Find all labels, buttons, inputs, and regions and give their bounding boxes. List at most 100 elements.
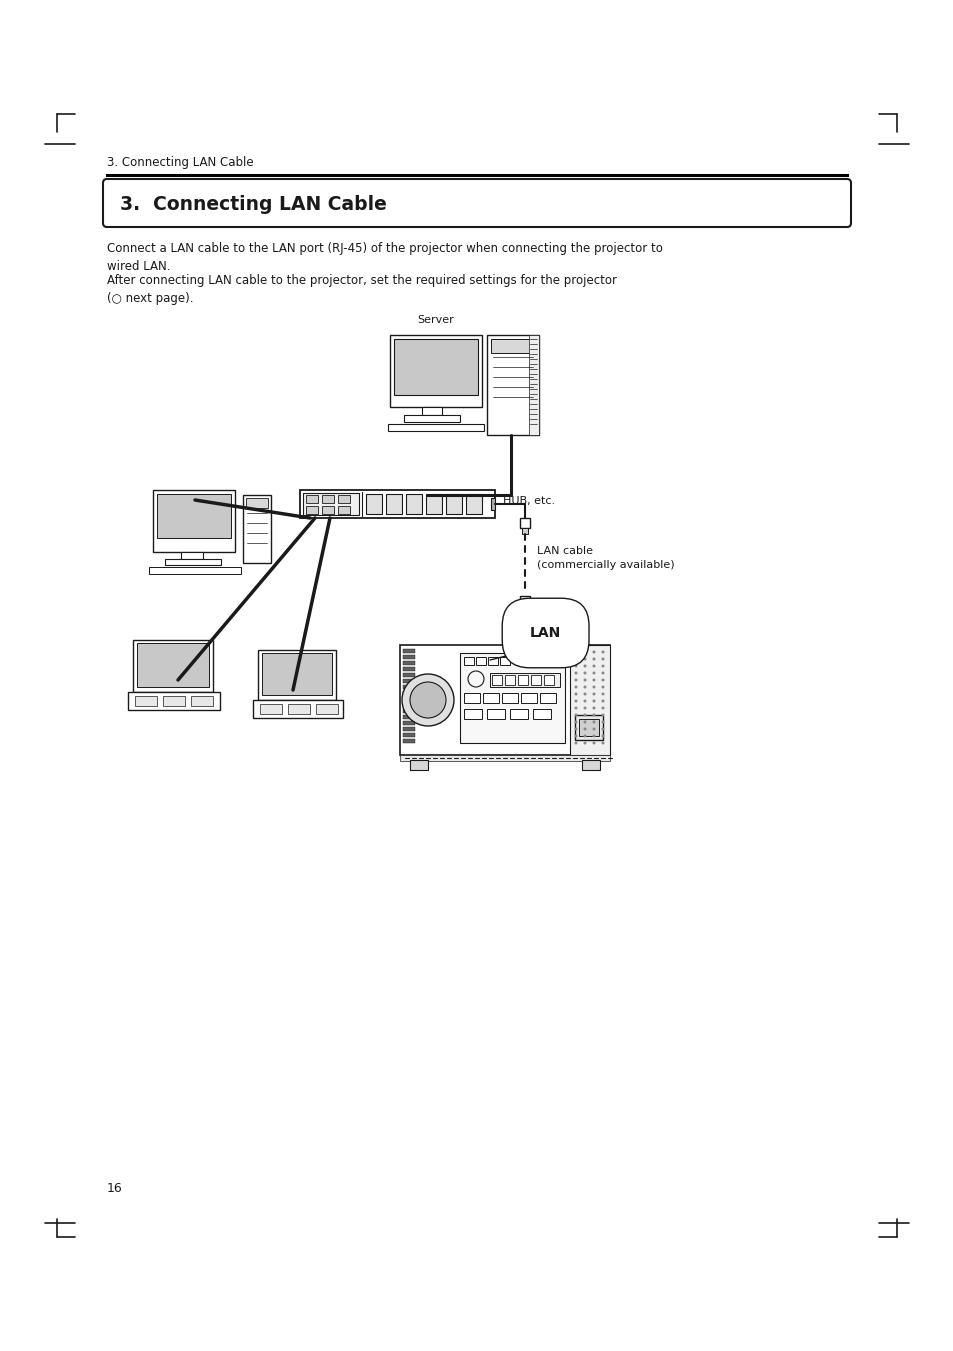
Bar xyxy=(490,673,559,688)
Bar xyxy=(191,696,213,707)
Circle shape xyxy=(601,650,604,654)
Circle shape xyxy=(583,707,586,709)
Bar xyxy=(243,494,271,563)
Circle shape xyxy=(574,685,577,689)
Bar xyxy=(465,494,481,513)
Bar xyxy=(163,696,185,707)
Circle shape xyxy=(592,678,595,681)
Bar xyxy=(519,596,530,607)
Bar xyxy=(262,653,332,694)
Bar xyxy=(410,761,428,770)
Bar xyxy=(386,494,401,513)
Circle shape xyxy=(592,650,595,654)
Bar xyxy=(399,644,609,755)
Bar xyxy=(306,494,317,503)
Circle shape xyxy=(592,693,595,696)
Circle shape xyxy=(592,685,595,689)
Circle shape xyxy=(574,727,577,731)
Bar xyxy=(402,739,415,743)
Bar xyxy=(157,494,231,538)
Circle shape xyxy=(583,727,586,731)
Bar xyxy=(402,685,415,689)
Bar xyxy=(463,693,479,703)
Bar xyxy=(501,693,517,703)
Bar xyxy=(402,648,415,653)
Bar xyxy=(403,415,459,422)
Bar xyxy=(533,709,551,719)
Text: LAN cable
(commercially available): LAN cable (commercially available) xyxy=(537,546,674,570)
Text: LAN: LAN xyxy=(530,626,560,640)
Bar xyxy=(402,727,415,731)
Circle shape xyxy=(601,678,604,681)
Bar xyxy=(402,673,415,677)
Bar xyxy=(517,676,527,685)
Bar xyxy=(402,734,415,738)
Bar xyxy=(315,704,337,713)
Circle shape xyxy=(601,658,604,661)
Bar xyxy=(246,499,268,508)
Bar xyxy=(521,528,527,534)
Bar xyxy=(253,700,343,717)
Circle shape xyxy=(592,720,595,724)
Circle shape xyxy=(583,685,586,689)
Circle shape xyxy=(592,727,595,731)
Circle shape xyxy=(583,735,586,738)
Circle shape xyxy=(583,720,586,724)
Bar xyxy=(257,650,335,700)
Bar xyxy=(299,490,495,517)
Circle shape xyxy=(574,658,577,661)
Bar xyxy=(510,709,527,719)
Circle shape xyxy=(592,665,595,667)
Bar xyxy=(529,335,538,435)
Bar xyxy=(322,494,334,503)
Bar xyxy=(402,715,415,719)
Bar xyxy=(459,653,564,743)
Bar xyxy=(482,693,498,703)
Bar xyxy=(446,494,461,513)
Circle shape xyxy=(601,742,604,744)
Circle shape xyxy=(592,742,595,744)
Circle shape xyxy=(592,713,595,716)
Circle shape xyxy=(601,685,604,689)
Bar xyxy=(578,719,598,736)
Circle shape xyxy=(574,700,577,703)
Circle shape xyxy=(601,707,604,709)
Circle shape xyxy=(574,678,577,681)
Circle shape xyxy=(401,674,454,725)
Bar xyxy=(322,507,334,513)
Circle shape xyxy=(583,671,586,674)
Bar xyxy=(402,697,415,701)
Circle shape xyxy=(574,650,577,654)
Bar xyxy=(491,339,535,353)
Bar xyxy=(165,559,221,565)
Bar xyxy=(486,335,538,435)
Bar xyxy=(402,667,415,671)
Bar xyxy=(543,676,554,685)
Circle shape xyxy=(601,671,604,674)
Circle shape xyxy=(583,665,586,667)
Bar xyxy=(406,494,421,513)
Bar xyxy=(504,676,515,685)
Circle shape xyxy=(592,671,595,674)
Text: HUB, etc.: HUB, etc. xyxy=(502,496,555,507)
Circle shape xyxy=(592,658,595,661)
Bar xyxy=(476,657,485,665)
Bar xyxy=(388,424,483,431)
Bar xyxy=(152,490,234,553)
Bar xyxy=(181,553,203,559)
Bar xyxy=(137,643,209,688)
Text: After connecting LAN cable to the projector, set the required settings for the p: After connecting LAN cable to the projec… xyxy=(107,274,617,305)
Bar xyxy=(531,676,540,685)
Circle shape xyxy=(574,720,577,724)
Circle shape xyxy=(574,693,577,696)
Bar xyxy=(521,607,527,612)
Bar xyxy=(426,494,441,513)
Circle shape xyxy=(574,665,577,667)
Bar xyxy=(581,761,599,770)
Bar xyxy=(488,657,497,665)
Bar xyxy=(132,640,213,692)
Circle shape xyxy=(601,693,604,696)
Circle shape xyxy=(574,713,577,716)
Text: Server: Server xyxy=(417,315,454,326)
Circle shape xyxy=(574,671,577,674)
